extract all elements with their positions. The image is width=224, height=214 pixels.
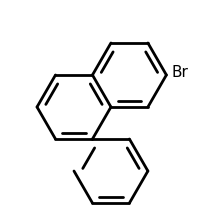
Text: Br: Br xyxy=(172,65,189,80)
